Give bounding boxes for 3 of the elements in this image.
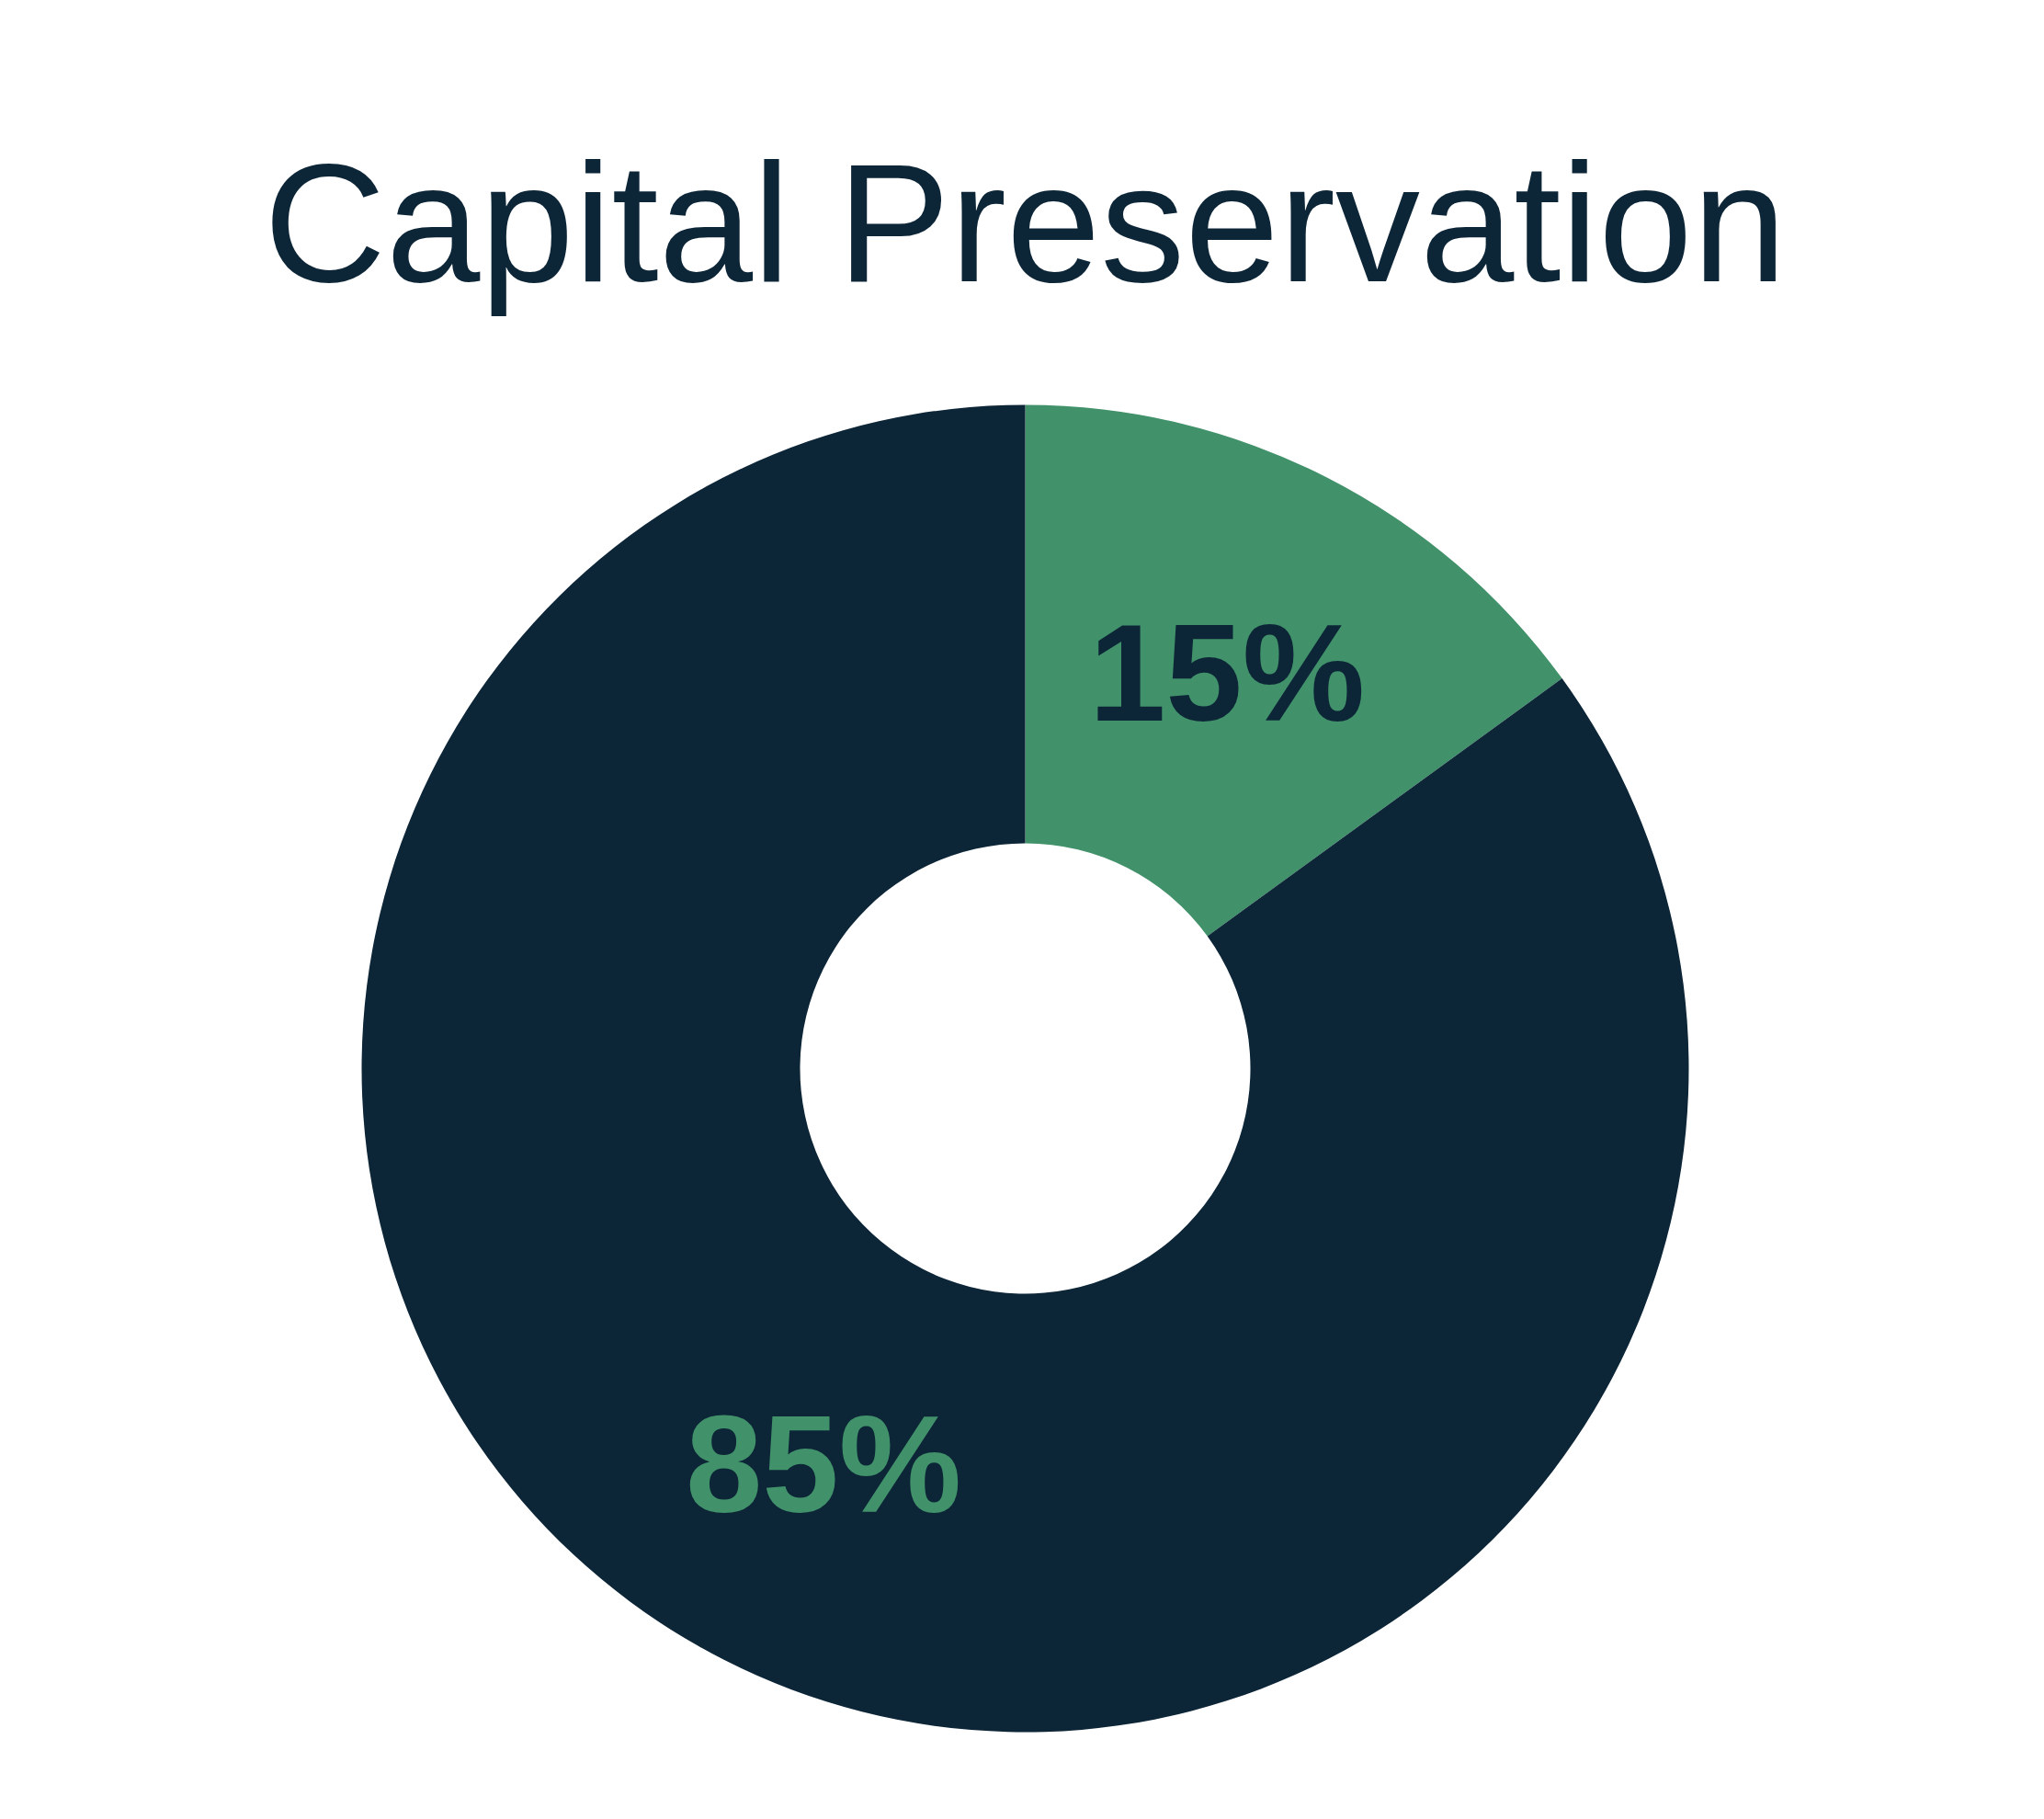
chart-title: Capital Preservation: [264, 127, 1787, 317]
data-label: 15%: [1088, 595, 1366, 750]
data-label: 85%: [685, 1387, 962, 1542]
